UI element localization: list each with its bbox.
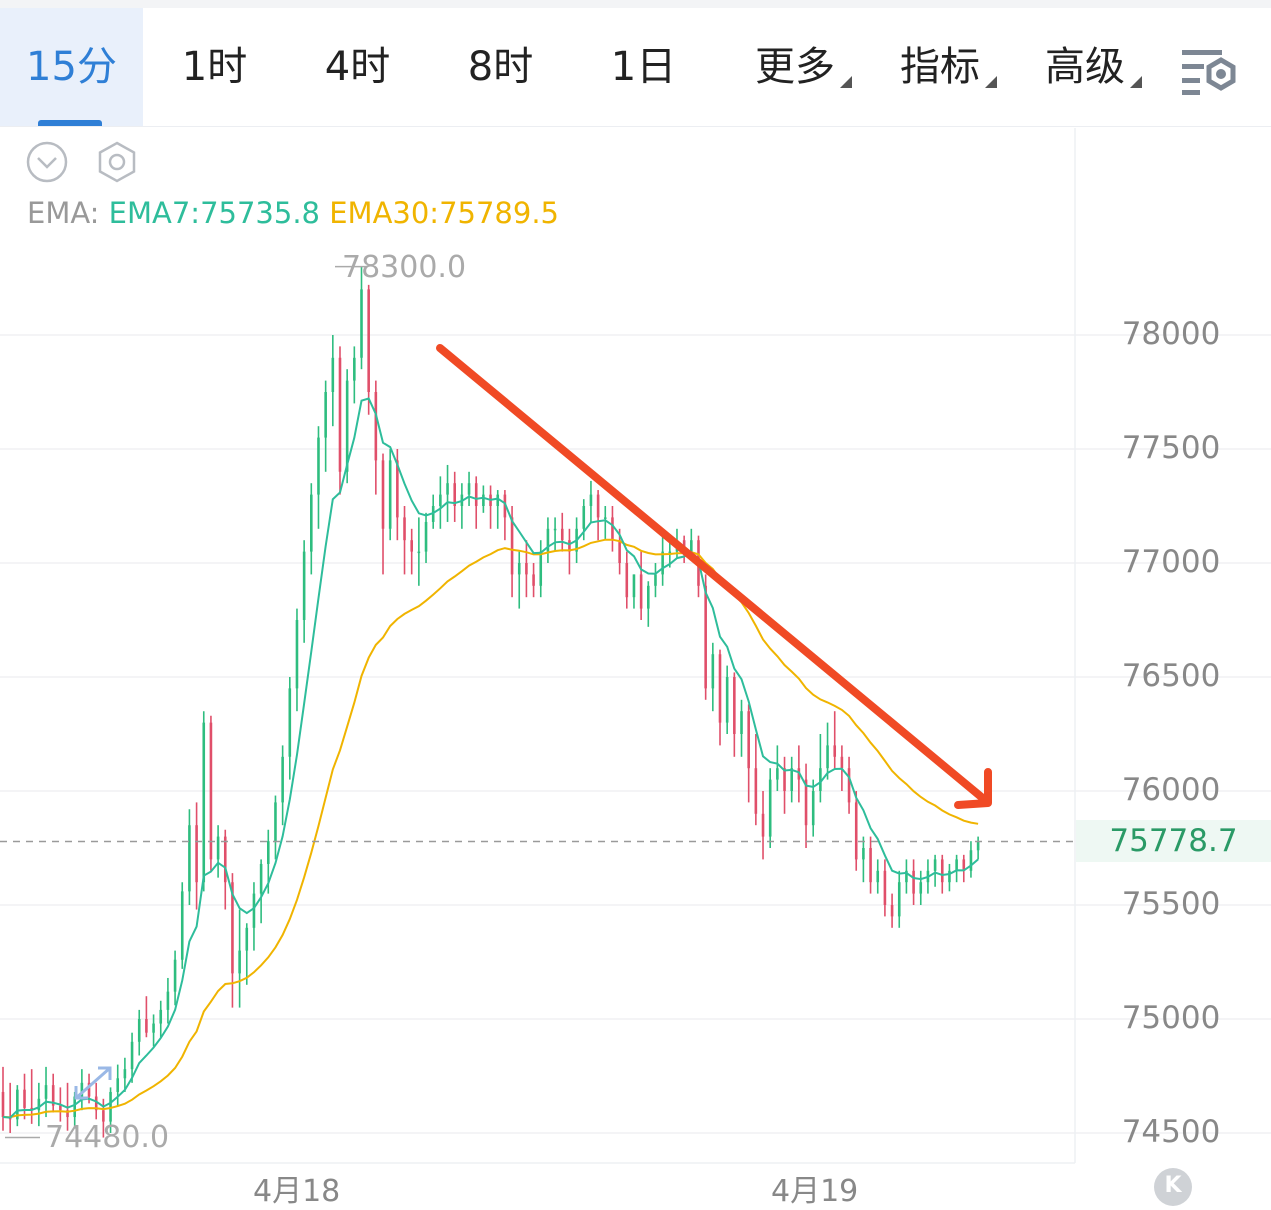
tab-1d[interactable]: 1日 xyxy=(572,8,715,126)
current-price-label: 75778.7 xyxy=(1076,820,1271,862)
tab-label: 1日 xyxy=(610,44,677,90)
tab-label: 1时 xyxy=(181,44,248,90)
x-tick-label: 4月19 xyxy=(771,1174,859,1209)
chart-grid xyxy=(0,334,1271,1134)
dropdown-caret-icon xyxy=(1130,76,1142,88)
tab-15m[interactable]: 15分 xyxy=(0,8,143,126)
low-price-label: 74480.0 xyxy=(45,1120,170,1155)
y-tick-label: 76000 xyxy=(1121,772,1221,808)
tab-1h[interactable]: 1时 xyxy=(143,8,286,126)
dropdown-caret-icon xyxy=(840,76,852,88)
trend-arrow-shaft xyxy=(436,344,989,804)
y-tick-label: 78000 xyxy=(1121,316,1221,352)
top-strip xyxy=(0,0,1271,8)
tab-advanced[interactable]: 高级 xyxy=(1030,8,1142,126)
tab-label: 指标 xyxy=(900,44,980,90)
y-tick-label: 75500 xyxy=(1121,886,1221,922)
ema7-value: EMA7:75735.8 xyxy=(108,196,320,230)
tab-more[interactable]: 更多 xyxy=(740,8,852,126)
ema7-line xyxy=(2,397,979,1119)
y-tick-label: 77000 xyxy=(1121,544,1221,580)
chevron-down-circle-icon[interactable] xyxy=(25,140,69,184)
tab-label: 更多 xyxy=(755,44,835,90)
y-tick-label: 77500 xyxy=(1121,430,1221,466)
high-price-label: 78300.0 xyxy=(342,250,467,285)
ema-legend: EMA: EMA7:75735.8 EMA30:75789.5 xyxy=(27,196,559,230)
x-tick-label: 4月18 xyxy=(253,1174,341,1209)
trend-arrow xyxy=(436,344,992,809)
tab-label: 4时 xyxy=(324,44,391,90)
expand-arrows-icon[interactable] xyxy=(74,1066,112,1100)
tab-4h[interactable]: 4时 xyxy=(286,8,429,126)
tab-indicators[interactable]: 指标 xyxy=(885,8,997,126)
scroll-to-latest-icon[interactable]: K xyxy=(1154,1168,1192,1206)
ema30-value: EMA30:75789.5 xyxy=(329,196,559,230)
tab-label: 15分 xyxy=(26,44,117,90)
y-tick-label: 74500 xyxy=(1121,1114,1221,1150)
tab-label: 高级 xyxy=(1045,44,1125,90)
hexagon-settings-icon[interactable] xyxy=(95,140,139,184)
candles-group xyxy=(1,266,980,1138)
interval-tab-bar: 15分 1时 4时 8时 1日 更多 指标 高级 xyxy=(0,8,1271,127)
dropdown-caret-icon xyxy=(985,76,997,88)
ema30-line xyxy=(2,538,979,1119)
active-tab-indicator xyxy=(38,120,102,126)
tab-label: 8时 xyxy=(467,44,534,90)
chart-settings-icon[interactable] xyxy=(1180,46,1240,98)
ema-prefix: EMA: xyxy=(27,196,100,230)
tab-8h[interactable]: 8时 xyxy=(429,8,572,126)
y-tick-label: 75000 xyxy=(1121,1000,1221,1036)
trend-arrow-head xyxy=(954,768,992,809)
y-tick-label: 76500 xyxy=(1121,658,1221,694)
